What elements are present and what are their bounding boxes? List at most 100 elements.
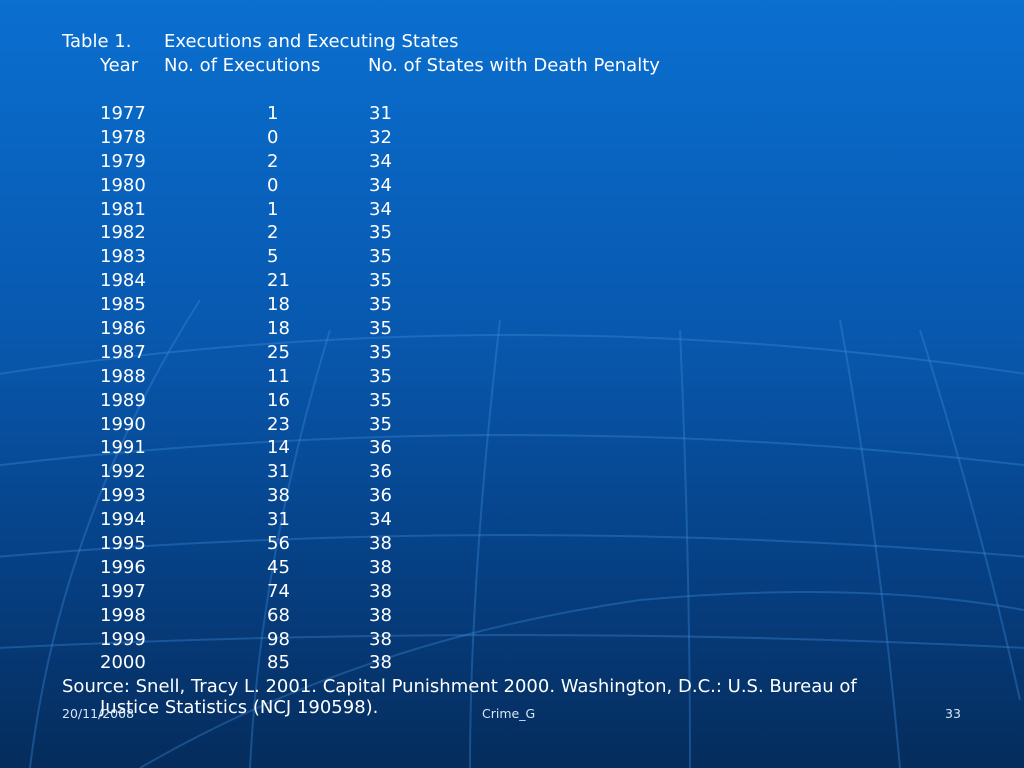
header-states: No. of States with Death Penalty xyxy=(368,55,660,76)
source-citation: Source: Snell, Tracy L. 2001. Capital Pu… xyxy=(62,676,972,718)
executions-cell: 2 xyxy=(267,150,279,172)
executions-cell: 16 xyxy=(267,389,290,411)
states-cell: 38 xyxy=(369,652,392,674)
states-cell: 38 xyxy=(369,580,392,602)
table-row: 1999 98 38 xyxy=(0,628,1024,652)
executions-cell: 14 xyxy=(267,437,290,459)
states-cell: 35 xyxy=(369,270,392,292)
executions-cell: 2 xyxy=(267,222,279,244)
executions-cell: 23 xyxy=(267,413,290,435)
states-cell: 38 xyxy=(369,556,392,578)
year-cell: 1993 xyxy=(100,485,146,507)
year-cell: 1992 xyxy=(100,461,146,483)
year-cell: 2000 xyxy=(100,652,146,674)
table-row: 1977 1 31 xyxy=(0,102,1024,126)
states-cell: 36 xyxy=(369,437,392,459)
states-cell: 36 xyxy=(369,485,392,507)
table-title: Executions and Executing States xyxy=(164,31,459,52)
executions-cell: 45 xyxy=(267,556,290,578)
executions-cell: 85 xyxy=(267,652,290,674)
year-cell: 1999 xyxy=(100,628,146,650)
states-cell: 34 xyxy=(369,509,392,531)
executions-cell: 1 xyxy=(267,103,279,124)
year-cell: 1983 xyxy=(100,246,146,268)
table-row: 2000 85 38 xyxy=(0,651,1024,675)
executions-cell: 68 xyxy=(267,604,290,626)
states-cell: 32 xyxy=(369,126,392,148)
executions-cell: 0 xyxy=(267,126,279,148)
header-executions: No. of Executions xyxy=(164,55,321,76)
states-cell: 35 xyxy=(369,222,392,244)
table-body: 1977 1 31 1978 0 32 1979 2 34 1980 0 34 1981 1 34 … xyxy=(0,102,1024,675)
table-row: 1984 21 35 xyxy=(0,269,1024,293)
states-cell: 35 xyxy=(369,389,392,411)
page-number: 33 xyxy=(945,706,961,721)
states-cell: 34 xyxy=(369,198,392,220)
year-cell: 1989 xyxy=(100,389,146,411)
footer-title: Crime_G xyxy=(482,706,536,721)
states-cell: 38 xyxy=(369,628,392,650)
year-cell: 1987 xyxy=(100,341,146,363)
executions-cell: 98 xyxy=(267,628,290,650)
year-cell: 1991 xyxy=(100,437,146,459)
year-cell: 1997 xyxy=(100,580,146,602)
table-row: 1982 2 35 xyxy=(0,221,1024,245)
header-year: Year xyxy=(100,55,139,76)
table-row: 1992 31 36 xyxy=(0,460,1024,484)
year-cell: 1995 xyxy=(100,533,146,555)
executions-cell: 56 xyxy=(267,533,290,555)
year-cell: 1994 xyxy=(100,509,146,531)
year-cell: 1979 xyxy=(100,150,146,172)
states-cell: 35 xyxy=(369,294,392,316)
source-line-1: Source: Snell, Tracy L. 2001. Capital Pu… xyxy=(62,676,857,697)
executions-cell: 1 xyxy=(267,198,279,220)
table-row: 1998 68 38 xyxy=(0,604,1024,628)
table-row: 1995 56 38 xyxy=(0,532,1024,556)
year-cell: 1988 xyxy=(100,365,146,387)
year-cell: 1990 xyxy=(100,413,146,435)
table-row: 1983 5 35 xyxy=(0,245,1024,269)
executions-cell: 18 xyxy=(267,318,290,340)
table-row: 1987 25 35 xyxy=(0,341,1024,365)
states-cell: 35 xyxy=(369,413,392,435)
year-cell: 1977 xyxy=(100,103,146,124)
states-cell: 38 xyxy=(369,604,392,626)
table-row: 1989 16 35 xyxy=(0,389,1024,413)
executions-cell: 5 xyxy=(267,246,279,268)
executions-cell: 38 xyxy=(267,485,290,507)
source-line-2: Justice Statistics (NCJ 190598). xyxy=(100,697,379,718)
table-row: 1979 2 34 xyxy=(0,150,1024,174)
year-cell: 1986 xyxy=(100,318,146,340)
year-cell: 1980 xyxy=(100,174,146,196)
states-cell: 35 xyxy=(369,341,392,363)
states-cell: 36 xyxy=(369,461,392,483)
footer-date: 20/11/2008 xyxy=(62,706,135,721)
table-row: 1981 1 34 xyxy=(0,198,1024,222)
executions-cell: 21 xyxy=(267,270,290,292)
states-cell: 34 xyxy=(369,150,392,172)
executions-cell: 31 xyxy=(267,461,290,483)
year-cell: 1998 xyxy=(100,604,146,626)
states-cell: 35 xyxy=(369,246,392,268)
executions-cell: 25 xyxy=(267,341,290,363)
states-cell: 35 xyxy=(369,365,392,387)
table-row: 1991 14 36 xyxy=(0,436,1024,460)
states-cell: 31 xyxy=(369,103,392,124)
table-row: 1994 31 34 xyxy=(0,508,1024,532)
year-cell: 1982 xyxy=(100,222,146,244)
states-cell: 34 xyxy=(369,174,392,196)
executions-cell: 11 xyxy=(267,365,290,387)
year-cell: 1985 xyxy=(100,294,146,316)
year-cell: 1996 xyxy=(100,556,146,578)
table-label: Table 1. xyxy=(62,31,132,52)
table-row: 1985 18 35 xyxy=(0,293,1024,317)
table-row: 1990 23 35 xyxy=(0,413,1024,437)
year-cell: 1978 xyxy=(100,126,146,148)
states-cell: 38 xyxy=(369,533,392,555)
table-row: 1986 18 35 xyxy=(0,317,1024,341)
table-row: 1997 74 38 xyxy=(0,580,1024,604)
executions-cell: 31 xyxy=(267,509,290,531)
table-row: 1993 38 36 xyxy=(0,484,1024,508)
